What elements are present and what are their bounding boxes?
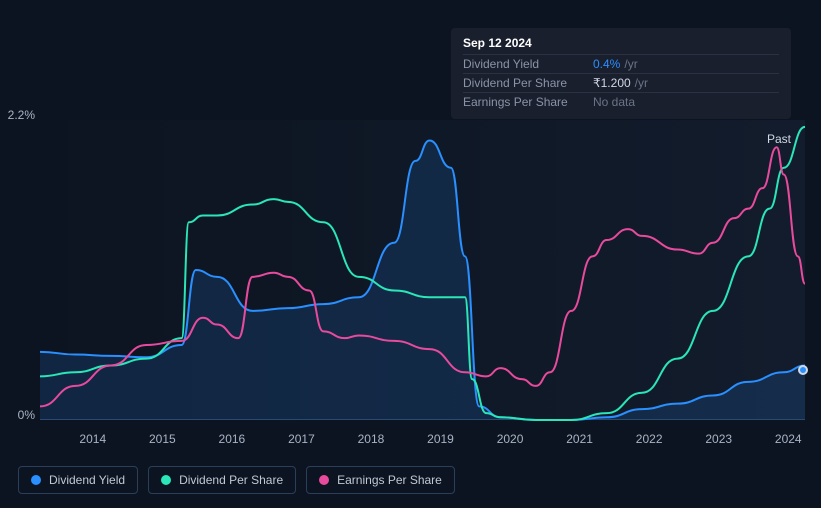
tooltip-value: ₹1.200 xyxy=(593,76,631,90)
tooltip-value: 0.4% xyxy=(593,57,620,71)
tooltip-label: Earnings Per Share xyxy=(463,95,593,109)
legend-label: Earnings Per Share xyxy=(337,473,442,487)
legend-item-dividend-per-share[interactable]: Dividend Per Share xyxy=(148,466,296,494)
legend: Dividend Yield Dividend Per Share Earnin… xyxy=(18,466,455,494)
chart-tooltip: Sep 12 2024 Dividend Yield 0.4% /yr Divi… xyxy=(451,28,791,119)
x-tick: 2017 xyxy=(267,432,337,452)
tooltip-row-dividend-yield: Dividend Yield 0.4% /yr xyxy=(463,54,779,73)
y-axis-min: 0% xyxy=(18,408,35,422)
x-tick: 2016 xyxy=(197,432,267,452)
past-label: Past xyxy=(767,132,791,146)
tooltip-unit: /yr xyxy=(635,76,648,90)
current-indicator-dot xyxy=(798,365,808,375)
legend-item-dividend-yield[interactable]: Dividend Yield xyxy=(18,466,138,494)
legend-label: Dividend Per Share xyxy=(179,473,283,487)
tooltip-row-dividend-per-share: Dividend Per Share ₹1.200 /yr xyxy=(463,73,779,92)
chart-container: 2.2% 0% Past 2014 2015 2016 2017 2018 20… xyxy=(18,0,805,465)
tooltip-date: Sep 12 2024 xyxy=(463,36,779,54)
x-axis: 2014 2015 2016 2017 2018 2019 2020 2021 … xyxy=(58,432,821,452)
dividend-yield-fill xyxy=(40,140,805,420)
x-tick: 2022 xyxy=(614,432,684,452)
legend-item-earnings-per-share[interactable]: Earnings Per Share xyxy=(306,466,455,494)
x-tick: 2024 xyxy=(753,432,821,452)
legend-dot xyxy=(319,475,329,485)
x-tick: 2014 xyxy=(58,432,128,452)
tooltip-value: No data xyxy=(593,95,635,109)
x-tick: 2018 xyxy=(336,432,406,452)
x-tick: 2015 xyxy=(128,432,198,452)
x-tick: 2019 xyxy=(406,432,476,452)
legend-label: Dividend Yield xyxy=(49,473,125,487)
x-tick: 2021 xyxy=(545,432,615,452)
x-tick: 2023 xyxy=(684,432,754,452)
chart-lines xyxy=(40,120,805,420)
tooltip-row-earnings-per-share: Earnings Per Share No data xyxy=(463,92,779,111)
legend-dot xyxy=(31,475,41,485)
legend-dot xyxy=(161,475,171,485)
tooltip-unit: /yr xyxy=(624,57,637,71)
x-tick: 2020 xyxy=(475,432,545,452)
tooltip-label: Dividend Yield xyxy=(463,57,593,71)
tooltip-label: Dividend Per Share xyxy=(463,76,593,90)
y-axis-max: 2.2% xyxy=(8,108,35,122)
